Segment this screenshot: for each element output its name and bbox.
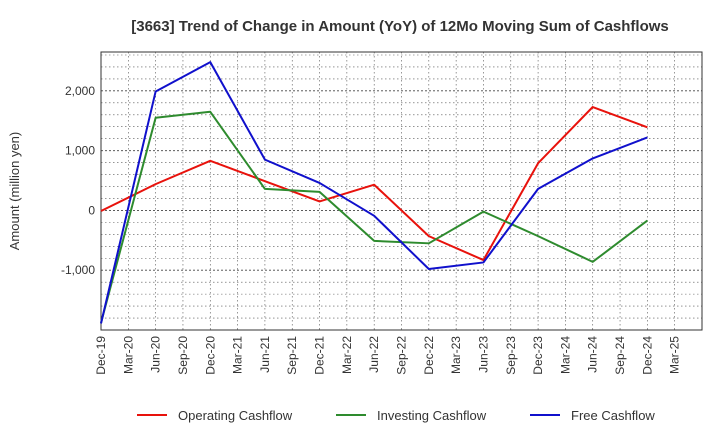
y-tick-labels: -1,000 0 1,000 2,000 <box>61 84 95 277</box>
x-tick-label: Dec-23 <box>531 336 545 375</box>
grid <box>101 52 702 330</box>
y-tick-label: 0 <box>88 203 95 217</box>
x-tick-label: Sep-22 <box>395 336 409 375</box>
x-tick-label: Dec-19 <box>94 336 108 375</box>
x-tick-label: Sep-23 <box>504 336 518 375</box>
x-tick-label: Dec-22 <box>422 336 436 375</box>
x-tick-label: Jun-24 <box>586 336 600 373</box>
y-tick-label: 2,000 <box>65 84 95 98</box>
y-axis-label: Amount (million yen) <box>7 132 22 251</box>
x-tick-label: Jun-20 <box>149 336 163 373</box>
x-tick-label: Mar-24 <box>558 336 572 374</box>
legend: Operating Cashflow Investing Cashflow Free… <box>137 408 655 423</box>
series-line-free-cashflow <box>100 61 648 324</box>
legend-label: Operating Cashflow <box>178 408 293 423</box>
x-tick-label: Mar-21 <box>231 336 245 374</box>
y-tick-label: -1,000 <box>61 263 95 277</box>
x-tick-label: Sep-21 <box>285 336 299 375</box>
x-tick-label: Mar-22 <box>340 336 354 374</box>
x-tick-label: Mar-23 <box>449 336 463 374</box>
x-tick-label: Jun-22 <box>367 336 381 373</box>
series-line-operating-cashflow <box>100 106 648 262</box>
x-tick-label: Dec-21 <box>313 336 327 375</box>
x-tick-label: Sep-24 <box>613 336 627 375</box>
x-tick-labels: Dec-19 Mar-20 Jun-20 Sep-20 Dec-20 Mar-21 Jun-… <box>94 336 682 375</box>
x-tick-label: Jun-21 <box>258 336 272 373</box>
series-line-investing-cashflow <box>100 110 648 324</box>
legend-label: Investing Cashflow <box>377 408 487 423</box>
plot-frame <box>100 51 703 331</box>
y-tick-label: 1,000 <box>65 144 95 158</box>
x-tick-label: Mar-25 <box>668 336 682 374</box>
chart-title: [3663] Trend of Change in Amount (YoY) o… <box>131 18 669 35</box>
x-tick-label: Mar-20 <box>121 336 135 374</box>
x-tick-label: Dec-24 <box>640 336 654 375</box>
x-tick-label: Jun-23 <box>476 336 490 373</box>
x-tick-label: Sep-20 <box>176 336 190 375</box>
x-tick-label: Dec-20 <box>203 336 217 375</box>
series-lines <box>100 61 648 324</box>
legend-label: Free Cashflow <box>571 408 655 423</box>
